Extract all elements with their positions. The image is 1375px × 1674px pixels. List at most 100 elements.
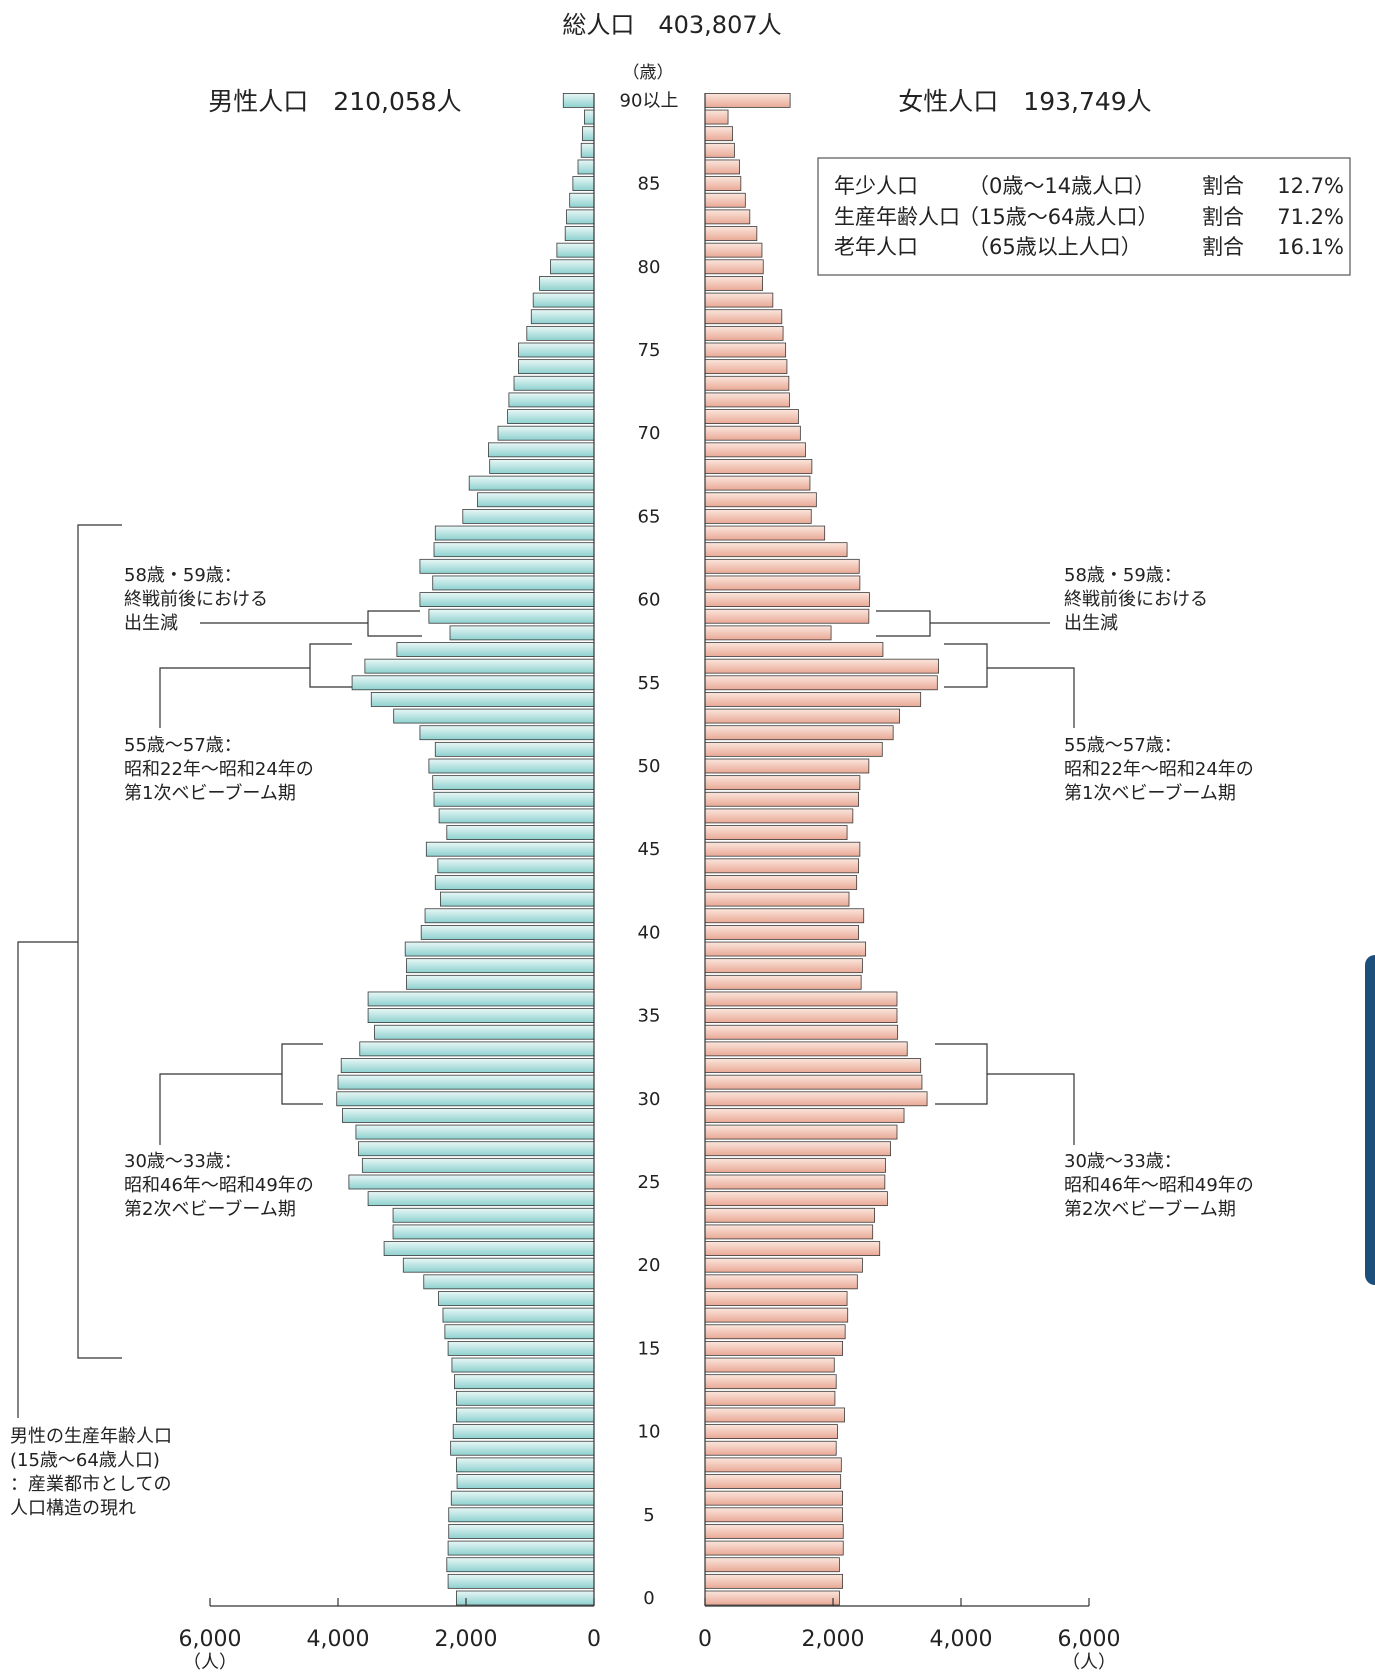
annotation-left-55-57-line2: 昭和22年～昭和24年の [124, 759, 314, 780]
annotation-right-30-33-line3: 第2次ベビーブーム期 [1064, 1198, 1236, 1220]
female-bar-age-74 [704, 359, 788, 375]
leader-right-30-33 [987, 1073, 1075, 1145]
male-bar-age-69 [487, 442, 595, 458]
female-bar-age-76 [704, 325, 784, 341]
legend-row-young-ratio-label: 割合 [1202, 174, 1244, 198]
annotation-right-58-59-line1: 58歳・59歳： [1064, 565, 1182, 586]
male-bars [336, 93, 595, 1606]
female-bar-age-12 [704, 1390, 836, 1406]
annotation-left-55-57-line3: 第1次ベビーブーム期 [124, 782, 296, 804]
male-bar-age-75 [518, 342, 595, 358]
legend-row-elderly-range: （65歳以上人口） [968, 235, 1142, 259]
male-bar-age-53 [393, 708, 595, 724]
bracket-right-58-59 [876, 610, 931, 637]
female-bar-age-0 [704, 1590, 840, 1606]
female-bar-age-13 [704, 1374, 837, 1390]
female-bar-age-54 [704, 692, 922, 707]
female-x-tick-label: 2,000 [802, 1627, 865, 1652]
female-bar-age-19 [704, 1274, 858, 1290]
female-bar-age-80 [704, 259, 764, 275]
female-bar-age-79 [704, 276, 763, 291]
male-bar-age-80 [550, 259, 595, 275]
female-bar-age-20 [704, 1257, 863, 1273]
annotation-right-55-57-line2: 昭和22年～昭和24年の [1064, 759, 1254, 780]
female-bar-age-25 [704, 1174, 886, 1190]
female-bar-age-88 [704, 126, 733, 142]
age-tick-label: 85 [638, 174, 661, 195]
legend-row-young-range: （0歳～14歳人口） [968, 174, 1155, 198]
male-bar-age-24 [367, 1191, 595, 1207]
age-tick-label: 35 [638, 1006, 661, 1027]
annotation-left-working-line1: 男性の生産年齢人口 [10, 1426, 172, 1447]
male-bar-age-31 [337, 1074, 595, 1090]
male-bar-age-21 [383, 1241, 595, 1256]
female-bar-age-62 [704, 558, 860, 574]
male-bar-age-47 [438, 808, 595, 824]
female-bar-age-58 [704, 625, 832, 641]
chart-title: 総人口 403,807人 [562, 11, 781, 39]
female-bar-age-16 [704, 1324, 846, 1340]
male-bar-age-84 [569, 192, 595, 208]
male-bar-age-81 [556, 242, 595, 258]
male-bar-age-89 [584, 109, 595, 125]
female-bar-age-22 [704, 1224, 874, 1240]
annotation-right-30-33-line2: 昭和46年～昭和49年の [1064, 1175, 1254, 1196]
male-bar-age-12 [455, 1390, 595, 1406]
legend-row-young-ratio: 12.7% [1277, 174, 1344, 198]
female-bar-age-40 [704, 925, 860, 940]
age-tick-label: 80 [638, 257, 661, 278]
male-bar-age-88 [582, 126, 595, 142]
legend-row-young-name: 年少人口 [834, 174, 918, 198]
age-tick-label: 90以上 [620, 90, 679, 111]
age-tick-label: 65 [638, 506, 661, 527]
male-bar-age-78 [532, 292, 595, 308]
male-x-tick-label: 6,000 [179, 1627, 242, 1652]
female-bar-age-14 [704, 1357, 835, 1373]
male-bar-age-36 [367, 991, 595, 1007]
male-bar-age-74 [518, 359, 595, 375]
female-bar-age-10 [704, 1424, 838, 1439]
annotation-left-55-57-line1: 55歳～57歳： [124, 735, 242, 756]
male-bar-age-32 [340, 1058, 595, 1073]
male-bar-age-14 [451, 1357, 595, 1373]
annotation-left-working-line4: 人口構造の現れ [10, 1498, 136, 1519]
male-x-tick-label: 0 [587, 1627, 601, 1652]
male-bar-age-2 [446, 1557, 595, 1573]
female-bar-age-15 [704, 1341, 844, 1356]
age-tick-label: 5 [643, 1505, 654, 1526]
male-x-tick-label: 2,000 [435, 1627, 498, 1652]
annotation-right-30-33-line1: 30歳～33歳： [1064, 1151, 1182, 1172]
male-bar-age-58 [449, 625, 595, 641]
annotation-left-30-33-line2: 昭和46年～昭和49年の [124, 1175, 314, 1196]
female-bar-age-32 [704, 1058, 922, 1073]
female-bar-age-28 [704, 1124, 898, 1140]
male-bar-age-7 [456, 1474, 595, 1489]
female-x-tick-label: 0 [698, 1627, 712, 1652]
male-bar-age-54 [370, 692, 595, 707]
male-bar-age-43 [434, 875, 595, 890]
male-bar-age-70 [497, 425, 595, 441]
female-bar-age-63 [704, 542, 848, 558]
annotation-left-58-59-line3: 出生減 [124, 613, 178, 634]
female-bar-age-50 [704, 758, 870, 774]
female-x-unit-label: （人） [1062, 1652, 1116, 1673]
male-bar-age-77 [530, 309, 595, 325]
male-bar-age-11 [455, 1407, 595, 1423]
age-tick-label: 50 [638, 756, 661, 777]
bracket-left-30-33 [281, 1043, 323, 1105]
female-bar-age-34 [704, 1024, 899, 1040]
female-bar-age-66 [704, 492, 817, 508]
annotation-right-55-57-line3: 第1次ベビーブーム期 [1064, 782, 1236, 804]
bracket-right-30-33 [935, 1043, 988, 1105]
male-bar-age-30 [336, 1091, 595, 1107]
annotation-left-58-59-line1: 58歳・59歳： [124, 565, 242, 586]
female-bar-age-72 [704, 392, 790, 408]
annotation-left-working-line2: (15歳～64歳人口) [10, 1450, 160, 1471]
male-bar-age-79 [539, 276, 595, 291]
male-bar-age-28 [355, 1124, 595, 1140]
male-bar-age-44 [437, 858, 595, 874]
female-bar-age-36 [704, 991, 898, 1007]
side-tab [1365, 955, 1375, 1285]
female-bar-age-47 [704, 808, 854, 824]
annotation-left-30-33-line1: 30歳～33歳： [124, 1151, 242, 1172]
